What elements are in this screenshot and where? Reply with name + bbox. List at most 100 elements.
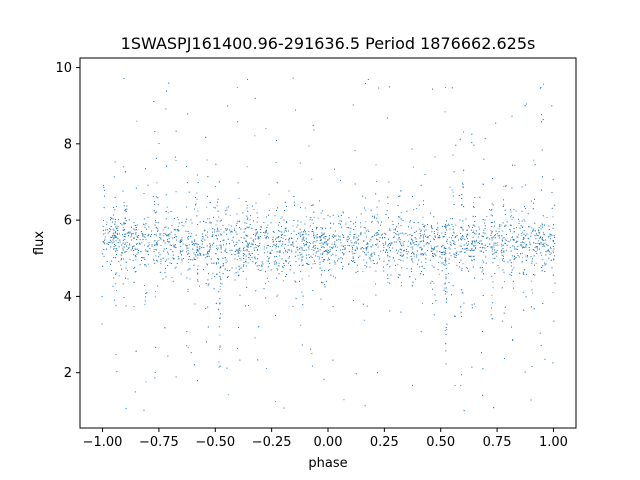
data-point <box>528 226 529 228</box>
data-point <box>462 237 464 239</box>
data-point <box>380 224 381 226</box>
data-point <box>496 255 498 257</box>
data-point <box>542 244 544 246</box>
data-point <box>268 260 269 262</box>
data-point <box>208 249 210 251</box>
data-point <box>494 257 496 259</box>
data-point <box>492 253 494 255</box>
data-point <box>471 307 473 309</box>
data-point <box>502 240 503 242</box>
data-point <box>366 236 367 238</box>
data-point <box>312 253 314 255</box>
data-point <box>418 204 420 206</box>
data-point <box>548 236 549 238</box>
data-point <box>231 267 233 269</box>
data-point <box>169 244 171 246</box>
data-point <box>114 248 116 249</box>
data-point <box>502 248 504 249</box>
data-point <box>113 257 115 259</box>
data-point <box>144 258 146 260</box>
data-point <box>358 256 359 258</box>
data-point <box>431 228 433 230</box>
data-point <box>279 222 280 223</box>
data-point <box>350 227 352 229</box>
data-point <box>124 242 126 244</box>
data-point <box>167 239 168 241</box>
data-point <box>552 240 554 242</box>
data-point <box>542 224 543 226</box>
data-point <box>512 216 514 218</box>
data-point <box>154 204 155 206</box>
data-point <box>215 163 217 165</box>
data-point <box>276 140 277 141</box>
data-point <box>277 294 279 296</box>
data-point <box>187 247 189 249</box>
data-point <box>103 185 104 187</box>
data-point <box>181 258 183 260</box>
data-point <box>257 254 259 255</box>
data-point <box>340 245 342 247</box>
data-point <box>127 278 129 280</box>
data-point <box>110 229 112 231</box>
data-point <box>273 261 275 263</box>
data-point <box>217 210 219 212</box>
data-point <box>403 233 405 235</box>
data-point <box>377 234 379 236</box>
data-point <box>237 249 239 251</box>
data-point <box>432 248 434 249</box>
data-point <box>198 248 200 250</box>
data-point <box>328 252 330 254</box>
data-point <box>540 225 542 227</box>
data-point <box>303 239 305 241</box>
data-point <box>421 265 423 267</box>
data-point <box>507 240 509 242</box>
data-point <box>220 313 221 315</box>
data-point <box>513 267 515 269</box>
data-point <box>244 253 246 255</box>
data-point <box>126 208 128 210</box>
data-point <box>180 273 182 275</box>
data-point <box>316 227 317 229</box>
data-point <box>410 243 412 245</box>
data-point <box>157 222 159 224</box>
data-point <box>506 221 508 223</box>
data-point <box>186 331 188 332</box>
data-point <box>531 366 533 367</box>
data-point <box>330 274 332 276</box>
data-point <box>203 269 204 271</box>
data-point <box>324 270 326 272</box>
data-point <box>312 231 314 232</box>
data-point <box>175 244 176 246</box>
data-point <box>123 78 125 79</box>
data-point <box>545 254 547 256</box>
data-point <box>194 240 195 242</box>
data-point <box>402 255 404 257</box>
data-point <box>249 224 251 225</box>
data-point <box>292 243 294 245</box>
data-point <box>541 189 542 191</box>
data-point <box>412 384 413 386</box>
data-point <box>129 243 130 245</box>
data-point <box>338 238 340 240</box>
data-point <box>172 280 174 282</box>
data-point <box>219 303 221 305</box>
data-point <box>205 234 207 236</box>
data-point <box>386 210 388 212</box>
data-point <box>472 232 474 233</box>
data-point <box>205 283 207 285</box>
data-point <box>420 234 422 236</box>
data-point <box>122 249 124 251</box>
data-point <box>279 251 281 253</box>
data-point <box>395 241 397 243</box>
data-point <box>484 228 486 229</box>
data-point <box>311 257 313 258</box>
data-point <box>289 249 291 251</box>
data-point <box>121 224 123 226</box>
data-point <box>226 276 228 278</box>
data-point <box>458 239 459 241</box>
data-point <box>102 226 104 227</box>
data-point <box>484 244 486 246</box>
data-point <box>316 234 318 235</box>
data-point <box>206 245 208 247</box>
data-point <box>454 244 456 245</box>
